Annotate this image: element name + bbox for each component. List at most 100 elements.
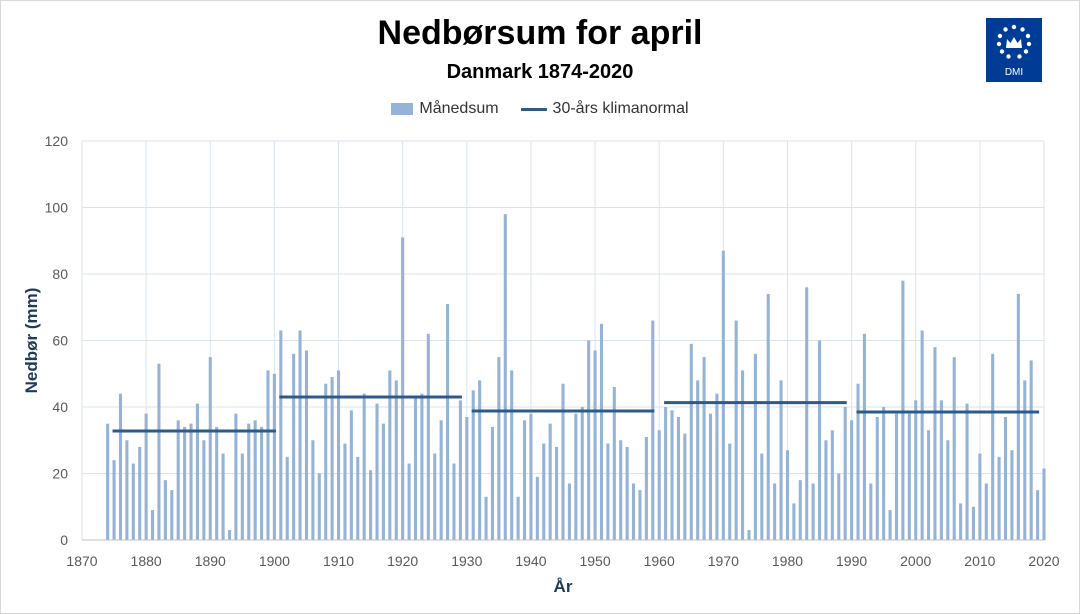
bar-1961[interactable]: [664, 407, 668, 540]
bar-1976[interactable]: [760, 453, 764, 540]
bar-2015[interactable]: [1010, 450, 1014, 540]
bar-2003[interactable]: [933, 347, 937, 540]
bar-1923[interactable]: [420, 393, 424, 540]
legend-item-monthly-sum[interactable]: Månedsum: [391, 100, 499, 118]
bar-1971[interactable]: [728, 443, 732, 540]
bar-1965[interactable]: [689, 343, 693, 540]
bar-1998[interactable]: [901, 280, 905, 540]
bar-1940[interactable]: [529, 413, 533, 540]
bar-1963[interactable]: [676, 416, 680, 540]
bar-1959[interactable]: [651, 320, 655, 540]
bar-1960[interactable]: [657, 430, 661, 540]
bar-2011[interactable]: [984, 483, 988, 540]
bar-1885[interactable]: [176, 420, 180, 540]
bar-1972[interactable]: [734, 320, 738, 540]
bar-2002[interactable]: [927, 430, 931, 540]
bar-1935[interactable]: [497, 357, 501, 540]
bar-1983[interactable]: [805, 287, 809, 540]
bar-1943[interactable]: [548, 423, 552, 540]
bar-1942[interactable]: [542, 443, 546, 540]
bar-1929[interactable]: [458, 400, 462, 540]
bar-1975[interactable]: [753, 353, 757, 540]
bar-1944[interactable]: [555, 446, 559, 540]
bar-1879[interactable]: [138, 446, 142, 540]
bar-1966[interactable]: [696, 380, 700, 540]
bar-1927[interactable]: [446, 303, 450, 540]
bar-2012[interactable]: [991, 353, 995, 540]
bar-1917[interactable]: [381, 423, 385, 540]
bar-1953[interactable]: [612, 387, 616, 540]
bar-1938[interactable]: [516, 496, 520, 540]
bar-1949[interactable]: [587, 340, 591, 541]
bar-1937[interactable]: [510, 370, 514, 540]
bar-1906[interactable]: [311, 440, 315, 540]
bar-1902[interactable]: [285, 456, 289, 540]
bar-1924[interactable]: [426, 333, 430, 540]
bar-1984[interactable]: [811, 483, 815, 540]
bar-1995[interactable]: [882, 407, 886, 540]
bar-1992[interactable]: [862, 333, 866, 540]
bar-1952[interactable]: [606, 443, 610, 540]
bar-2013[interactable]: [997, 456, 1001, 540]
bar-1986[interactable]: [824, 440, 828, 540]
bar-1922[interactable]: [413, 397, 418, 540]
bar-1904[interactable]: [298, 330, 302, 540]
bar-1928[interactable]: [452, 463, 456, 540]
bar-2001[interactable]: [920, 330, 924, 540]
bar-1945[interactable]: [561, 383, 565, 540]
bar-1891[interactable]: [215, 426, 219, 540]
bar-1930[interactable]: [465, 416, 469, 540]
bar-1893[interactable]: [227, 530, 232, 540]
bar-1896[interactable]: [247, 423, 251, 540]
bar-1890[interactable]: [208, 357, 212, 540]
bar-1993[interactable]: [869, 483, 873, 540]
bar-2020[interactable]: [1042, 468, 1046, 540]
bar-1918[interactable]: [388, 370, 392, 540]
bar-2014[interactable]: [1003, 416, 1008, 540]
bar-1916[interactable]: [375, 403, 379, 540]
bar-2004[interactable]: [939, 400, 943, 540]
bar-1962[interactable]: [670, 410, 674, 540]
bar-1915[interactable]: [369, 470, 373, 540]
bar-1931[interactable]: [471, 390, 475, 540]
bar-1990[interactable]: [850, 420, 854, 540]
bar-2007[interactable]: [959, 503, 963, 540]
bar-1874[interactable]: [106, 423, 110, 540]
bar-1933[interactable]: [484, 496, 488, 540]
bar-1881[interactable]: [151, 510, 155, 540]
bar-1978[interactable]: [773, 483, 777, 540]
bar-1925[interactable]: [433, 453, 437, 540]
bar-1899[interactable]: [266, 370, 270, 540]
bar-1964[interactable]: [683, 433, 687, 540]
bar-1903[interactable]: [292, 353, 296, 540]
bar-1909[interactable]: [330, 377, 334, 540]
bar-1969[interactable]: [715, 393, 719, 540]
bar-2006[interactable]: [952, 357, 956, 540]
bar-1883[interactable]: [163, 480, 167, 540]
bar-1956[interactable]: [632, 483, 636, 540]
bar-1958[interactable]: [644, 436, 648, 540]
bar-1997[interactable]: [894, 413, 899, 540]
bar-1982[interactable]: [798, 480, 802, 540]
bar-1875[interactable]: [112, 460, 116, 540]
bar-1968[interactable]: [708, 413, 713, 540]
bar-1999[interactable]: [907, 413, 911, 540]
bar-1947[interactable]: [574, 413, 578, 540]
bar-2019[interactable]: [1036, 490, 1040, 540]
bar-2009[interactable]: [971, 506, 975, 540]
bar-1910[interactable]: [336, 370, 341, 540]
bar-1977[interactable]: [766, 293, 770, 540]
legend-item-climate-normal[interactable]: 30-års klimanormal: [520, 100, 689, 118]
bar-1954[interactable]: [619, 440, 623, 540]
bar-2018[interactable]: [1029, 360, 1033, 540]
bar-1901[interactable]: [279, 330, 283, 540]
bar-1878[interactable]: [131, 463, 135, 540]
bar-1970[interactable]: [721, 250, 725, 540]
bar-1886[interactable]: [183, 426, 187, 540]
bar-1950[interactable]: [593, 350, 597, 540]
bar-1894[interactable]: [234, 413, 238, 540]
bar-1880[interactable]: [144, 413, 148, 540]
bar-1987[interactable]: [830, 430, 834, 540]
bar-1892[interactable]: [221, 453, 225, 540]
bar-1946[interactable]: [567, 483, 571, 540]
